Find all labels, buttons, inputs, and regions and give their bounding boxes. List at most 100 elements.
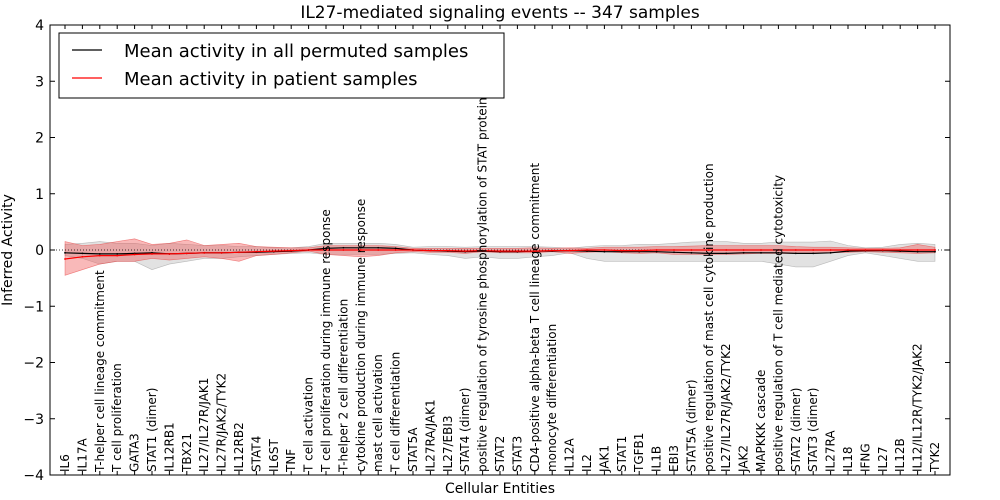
point-permuted-15 [325, 247, 327, 250]
x-tick-label: STAT3 [510, 436, 524, 472]
point-permuted-3 [116, 253, 119, 255]
point-patient-9 [220, 251, 223, 254]
x-tick-label: STAT2 (dimer) [789, 388, 803, 472]
point-patient-50 [934, 249, 936, 251]
x-tick-label: IL27/IL27R/JAK2/TYK2 [719, 343, 733, 472]
x-tick-label: STAT1 (dimer) [145, 388, 159, 472]
x-tick-label: IL6 [58, 454, 72, 472]
point-patient-13 [290, 249, 293, 252]
x-tick-label: STAT5A (dimer) [684, 379, 698, 472]
point-permuted-37 [707, 252, 710, 255]
x-tick-label: T cell proliferation during immune respo… [319, 209, 333, 473]
x-tick-label: IFNG [858, 443, 872, 472]
legend-label-permuted: Mean activity in all permuted samples [124, 41, 468, 62]
point-permuted-34 [655, 250, 658, 253]
x-tick-label: STAT4 [249, 436, 263, 472]
point-patient-48 [899, 249, 902, 251]
x-tick-label: IL27/IL27R/JAK1 [197, 378, 211, 472]
x-tick-label: T cell differentiation [389, 352, 403, 473]
point-patient-25 [499, 250, 501, 253]
point-patient-16 [342, 249, 345, 251]
y-axis-label: Inferred Activity [0, 194, 16, 306]
x-tick-label: CD4-positive alpha-beta T cell lineage c… [528, 163, 542, 472]
y-tick-label: −4 [23, 468, 44, 484]
point-patient-0 [64, 258, 66, 260]
point-patient-34 [655, 249, 658, 251]
point-permuted-16 [342, 246, 345, 249]
point-patient-47 [881, 249, 884, 251]
point-permuted-42 [794, 252, 797, 255]
chart-title: IL27-mediated signaling events -- 347 sa… [300, 3, 700, 23]
point-patient-17 [359, 249, 362, 251]
y-tick-label: 4 [35, 18, 44, 34]
point-patient-23 [464, 250, 467, 253]
point-patient-43 [812, 249, 815, 251]
point-patient-19 [394, 249, 397, 251]
point-permuted-50 [934, 250, 936, 253]
point-permuted-18 [377, 246, 380, 249]
x-tick-label: MAPKKK cascade [754, 370, 768, 472]
point-permuted-38 [725, 252, 728, 255]
point-patient-31 [603, 249, 606, 251]
point-permuted-36 [690, 251, 693, 254]
point-patient-10 [238, 251, 240, 254]
point-patient-46 [864, 249, 867, 251]
x-tick-label: T cell activation [302, 377, 316, 473]
point-patient-45 [847, 249, 849, 251]
x-tick-label: IL18 [841, 447, 855, 473]
x-tick-label: IL2 [580, 454, 594, 472]
x-tick-label: TGFB1 [632, 433, 646, 473]
point-permuted-44 [829, 251, 832, 254]
point-patient-21 [429, 249, 432, 252]
y-tick-label: 1 [35, 187, 44, 203]
y-tick-label: −3 [23, 412, 44, 428]
x-tick-label: STAT4 (dimer) [458, 388, 472, 472]
point-patient-2 [98, 254, 101, 257]
point-permuted-41 [777, 251, 780, 254]
point-patient-32 [620, 249, 623, 252]
x-tick-label: STAT1 [615, 436, 629, 472]
y-tick-label: −1 [23, 299, 44, 315]
band-patient [64, 238, 936, 276]
point-permuted-0 [64, 251, 66, 254]
plot-area: −4 −3 −2 −1 0 1 2 3 4 IL6 IL17A T-helper cell linea… [23, 18, 951, 484]
x-tick-label: T-helper 2 cell differentiation [336, 299, 350, 473]
point-patient-27 [533, 250, 536, 253]
point-patient-4 [133, 253, 136, 256]
x-tick-label: IL12B [893, 438, 907, 472]
x-tick-label: IL27RA/JAK1 [423, 399, 437, 472]
point-patient-26 [516, 250, 519, 253]
point-patient-5 [151, 253, 153, 255]
x-tick-label: IL12RB2 [232, 422, 246, 472]
point-permuted-35 [673, 251, 675, 254]
point-patient-35 [673, 249, 675, 251]
point-patient-24 [481, 249, 484, 252]
x-tick-label: STAT3 (dimer) [806, 388, 820, 472]
x-tick-label: IL12A [563, 438, 577, 472]
point-patient-49 [916, 249, 919, 251]
point-patient-40 [760, 249, 762, 251]
x-tick-label: JAK1 [597, 445, 611, 473]
point-patient-14 [307, 249, 310, 251]
legend-frame [58, 32, 505, 99]
x-tick-label: STAT2 [493, 436, 507, 472]
x-tick-label: IL17A [75, 438, 89, 472]
point-patient-42 [794, 249, 797, 251]
x-tick-label: IL12/IL12R/TYK2/JAK2 [911, 343, 925, 472]
point-permuted-40 [760, 251, 762, 254]
x-tick-label: TNF [284, 449, 298, 473]
point-patient-15 [325, 249, 327, 251]
x-axis-label: Cellular Entities [445, 481, 555, 497]
x-tick-label: mast cell activation [371, 354, 385, 472]
band-permuted [64, 240, 936, 271]
y-tick-label: 0 [35, 243, 44, 259]
x-tick-label: cytokine production during immune respon… [354, 199, 368, 472]
point-patient-29 [568, 249, 571, 252]
x-tick-label: monocyte differentiation [545, 324, 559, 472]
point-patient-8 [203, 251, 206, 254]
point-permuted-1 [81, 252, 84, 255]
x-tick-label: positive regulation of mast cell cytokin… [702, 163, 716, 472]
x-tick-label: T cell proliferation [110, 363, 124, 473]
x-tick-label: IL27/EBI3 [441, 415, 455, 472]
point-patient-41 [777, 249, 780, 251]
